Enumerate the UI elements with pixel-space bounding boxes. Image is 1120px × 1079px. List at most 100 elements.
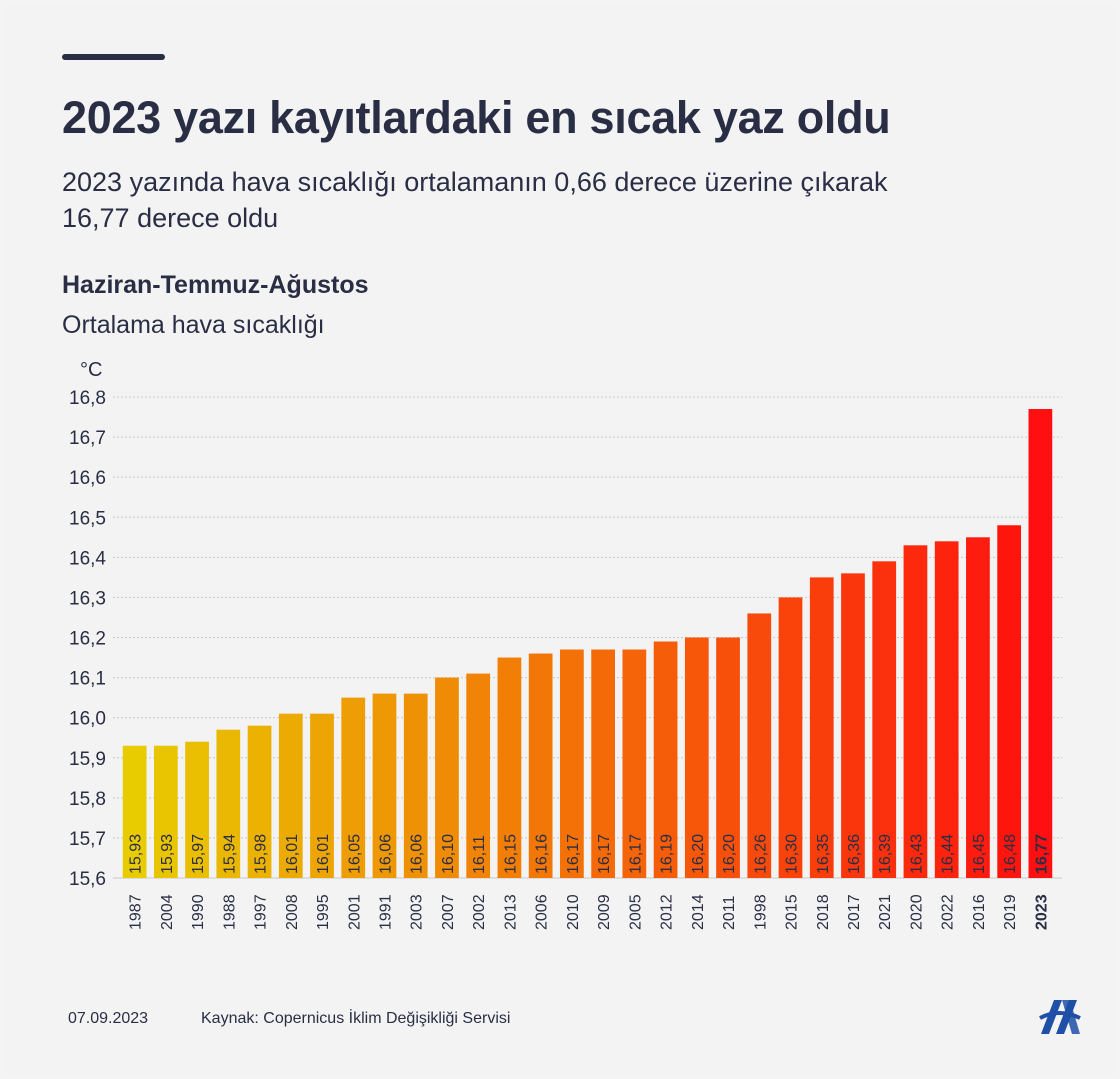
page-title: 2023 yazı kayıtlardaki en sıcak yaz oldu	[62, 92, 891, 143]
bar-2012	[653, 641, 678, 878]
infographic-card	[4, 4, 1116, 1075]
bar-value-label: 16,44	[940, 834, 957, 874]
bar-value-label: 16,36	[846, 834, 863, 874]
y-axis-ticks: 15,6 15,7 15,8 15,9 16,0 16,1 16,2 16,3 16,4 16,5…	[69, 388, 106, 890]
bar-value-label: 15,93	[128, 834, 145, 874]
bar-2022	[934, 541, 959, 878]
bar-value-labels: 15,93 15,93 15,97 15,94 15,98 16,01 16,01 16,05…	[128, 834, 1051, 874]
bar-value-label: 16,11	[471, 835, 488, 874]
x-tick-label: 2006	[534, 894, 551, 930]
bar-2020	[903, 545, 928, 878]
y-tick-label: 16,6	[69, 468, 106, 489]
x-tick-label: 2019	[1002, 894, 1019, 930]
x-tick-label: 2021	[877, 894, 894, 930]
x-tick-label: 2004	[159, 894, 176, 930]
bar-value-label: 16,17	[627, 834, 644, 874]
bar-2009	[591, 649, 615, 878]
x-tick-label: 1987	[128, 894, 145, 930]
x-tick-label: 1988	[221, 894, 238, 930]
bar-value-label: 16,06	[377, 834, 394, 874]
x-tick-label: 2010	[565, 894, 582, 930]
bar-2023	[1028, 409, 1053, 878]
bar-value-label: 16,01	[315, 834, 332, 874]
x-tick-label: 1995	[315, 894, 332, 930]
x-tick-label: 2015	[784, 894, 801, 930]
page-subtitle: 2023 yazında hava sıcaklığı ortalamanın …	[62, 164, 1022, 236]
x-tick-label: 1990	[190, 894, 207, 930]
bar-1987	[122, 745, 147, 878]
bar-value-label: 16,10	[440, 834, 457, 874]
y-tick-label: 15,8	[69, 789, 106, 810]
bar-value-label: 15,93	[159, 834, 176, 874]
x-tick-label: 2023	[1033, 894, 1050, 930]
x-tick-label: 2003	[409, 894, 426, 930]
bar-value-label: 16,77	[1033, 834, 1050, 874]
bar-2004	[153, 745, 178, 878]
chart-section-subtitle: Ortalama hava sıcaklığı	[62, 311, 325, 339]
bar-2010	[560, 649, 584, 878]
bar-value-label: 16,17	[596, 834, 613, 874]
bar-2021	[872, 561, 897, 878]
bar-value-label: 16,43	[908, 834, 925, 874]
bar-value-label: 15,98	[253, 834, 270, 874]
bar-value-label: 15,97	[190, 834, 207, 874]
bar-value-label: 16,01	[284, 834, 301, 874]
x-tick-label: 1991	[377, 894, 394, 930]
x-tick-label: 2020	[908, 894, 925, 930]
y-tick-label: 16,1	[69, 669, 106, 690]
x-tick-label: 2005	[627, 894, 644, 930]
subtitle-line-1: 2023 yazında hava sıcaklığı ortalamanın …	[62, 167, 888, 197]
bar-1998	[747, 613, 772, 878]
x-tick-label: 2018	[815, 894, 832, 930]
bar-2006	[528, 653, 553, 878]
x-tick-label: 1997	[253, 894, 270, 930]
bar-value-label: 16,30	[784, 834, 801, 874]
bar-2011	[716, 637, 740, 878]
bar-1995	[310, 713, 334, 878]
y-tick-label: 16,4	[69, 548, 106, 569]
aa-logo-icon	[1039, 1000, 1081, 1034]
bar-1988	[216, 729, 241, 878]
y-tick-label: 16,0	[69, 709, 106, 730]
bar-1990	[185, 741, 209, 878]
top-rule	[62, 54, 165, 60]
bar-2005	[622, 649, 647, 878]
bar-value-label: 16,20	[721, 834, 738, 874]
x-tick-label: 2007	[440, 894, 457, 930]
bar-1997	[247, 725, 272, 878]
publish-date: 07.09.2023	[68, 1010, 149, 1027]
bar-2016	[966, 537, 990, 878]
x-tick-label: 2001	[346, 894, 363, 930]
bar-value-label: 16,15	[502, 834, 519, 874]
bar-2018	[809, 577, 834, 878]
y-tick-label: 15,9	[69, 749, 106, 770]
y-axis-unit-label: °C	[80, 359, 102, 381]
bar-2001	[341, 697, 366, 878]
bar-1991	[372, 693, 397, 878]
source-credit: Kaynak: Copernicus İklim Değişikliği Ser…	[201, 1010, 511, 1027]
x-tick-label: 2011	[721, 895, 738, 930]
bar-value-label: 16,19	[659, 834, 676, 874]
bars	[122, 409, 1053, 878]
y-tick-label: 16,5	[69, 508, 106, 529]
x-tick-label: 2009	[596, 894, 613, 930]
chart-section-title: Haziran-Temmuz-Ağustos	[62, 271, 369, 299]
y-tick-label: 16,2	[69, 629, 106, 650]
bar-value-label: 16,48	[1002, 834, 1019, 874]
bar-2017	[841, 573, 865, 878]
bar-2002	[466, 673, 491, 878]
x-tick-label: 2017	[846, 894, 863, 930]
y-tick-label: 15,6	[69, 869, 106, 890]
bar-value-label: 16,26	[752, 834, 769, 874]
bar-value-label: 16,17	[565, 834, 582, 874]
bar-value-label: 16,06	[409, 834, 426, 874]
bar-2015	[778, 597, 803, 878]
x-tick-label: 1998	[752, 894, 769, 930]
bar-value-label: 16,35	[815, 834, 832, 874]
subtitle-line-2: 16,77 derece oldu	[62, 203, 279, 233]
bar-value-label: 16,39	[877, 834, 894, 874]
bar-2013	[497, 657, 522, 878]
y-tick-label: 15,7	[69, 829, 106, 850]
bar-2007	[435, 677, 459, 878]
